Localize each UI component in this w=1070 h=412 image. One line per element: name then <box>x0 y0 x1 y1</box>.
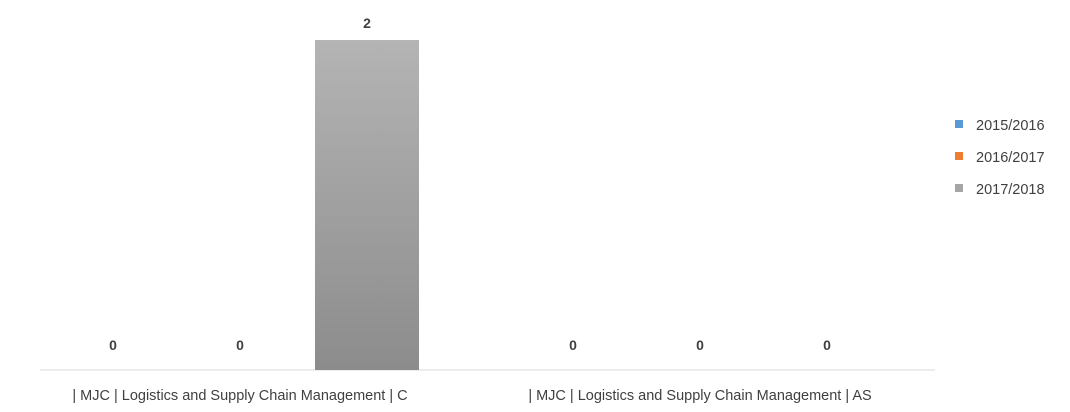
data-label-2016-2017-cat-2: 0 <box>696 337 704 353</box>
legend-label-2017-2018: 2017/2018 <box>976 182 1045 198</box>
legend-swatch-2015-2016 <box>955 120 963 128</box>
bar-2017-2018-cat-1 <box>315 40 419 370</box>
data-label-2016-2017-cat-1: 0 <box>236 337 244 353</box>
legend-swatch-2016-2017 <box>955 152 963 160</box>
legend-label-2016-2017: 2016/2017 <box>976 150 1045 166</box>
category-label-2: | MJC | Logistics and Supply Chain Manag… <box>528 388 871 404</box>
category-label-1: | MJC | Logistics and Supply Chain Manag… <box>72 388 407 404</box>
data-label-2017-2018-cat-2: 0 <box>823 337 831 353</box>
data-label-2015-2016-cat-2: 0 <box>569 337 577 353</box>
legend-label-2015-2016: 2015/2016 <box>976 118 1045 134</box>
legend-swatch-2017-2018 <box>955 184 963 192</box>
data-label-2015-2016-cat-1: 0 <box>109 337 117 353</box>
data-label-2017-2018-cat-1: 2 <box>363 15 371 31</box>
